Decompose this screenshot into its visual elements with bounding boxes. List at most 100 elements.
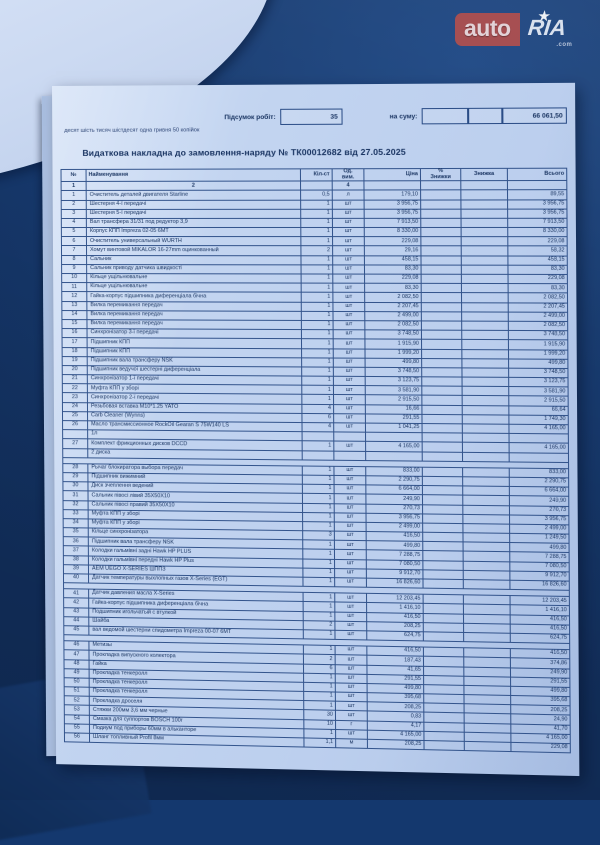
table-row: 5 Корпус КПП Impreza 02-05 6MT 1 шт 8 330,00… — [61, 227, 568, 237]
summary-total-amount: 66 061,50 — [502, 107, 567, 125]
cell-unit: шт — [332, 255, 365, 265]
cell-pct — [421, 330, 462, 340]
cell-unit: шт — [333, 367, 366, 377]
cell-unit: шт — [332, 199, 365, 209]
cell-no: 16 — [61, 328, 88, 339]
cell-unit: шт — [334, 475, 366, 486]
cell-no: 24 — [62, 402, 88, 412]
cell-total: 83,30 — [508, 283, 568, 294]
cell-pct — [421, 348, 462, 359]
cell-unit: шт — [333, 357, 366, 368]
cell-unit: л — [332, 190, 365, 200]
cell-qty: 1 — [301, 385, 334, 395]
cell-no: 10 — [61, 273, 87, 283]
works-summary-count: 35 — [280, 108, 343, 125]
cell-unit: шт — [332, 236, 365, 247]
cell-unit: шт — [334, 568, 367, 579]
cell-pct-continuation — [422, 432, 463, 443]
cell-total: 58,32 — [507, 246, 568, 256]
cell-no: 30 — [62, 481, 89, 492]
cell-price: 4 165,00 — [365, 441, 423, 452]
cell-pct — [420, 227, 462, 237]
col-number-pct — [420, 181, 461, 191]
cell-pct — [421, 358, 462, 368]
cell-name: Кільце ущільнювальне — [86, 273, 302, 284]
cell-no: 35 — [63, 527, 89, 538]
cell-unit: шт — [334, 630, 367, 641]
cell-price: 2 082,50 — [364, 320, 422, 331]
cell-unit: шт — [333, 394, 366, 405]
cell-pct — [421, 320, 462, 331]
works-summary-row: Підсумок робіт: 35 на суму: 66 061,50 — [60, 107, 567, 126]
cell-qty: 1 — [303, 611, 335, 621]
cell-unit: шт — [332, 292, 365, 303]
cell-unit: шт — [334, 484, 366, 495]
watermark-dotcom-text: .com — [555, 41, 572, 48]
cell-total: 1 749,30 — [508, 414, 569, 425]
cell-total: 8 330,00 — [507, 227, 568, 237]
cell-unit-continuation — [333, 432, 366, 442]
cell-unit: шт — [334, 577, 367, 588]
star-icon: ★ — [536, 7, 552, 25]
cell-no: 41 — [63, 588, 89, 599]
cell-pct — [422, 494, 463, 505]
cell-unit: шт — [332, 311, 365, 321]
cell-name: Очиститель деталей двигателя Starline — [86, 190, 301, 200]
cell-unit: шт — [332, 218, 365, 228]
cell-total-continuation — [509, 433, 569, 444]
cell-unit: шт — [332, 227, 365, 237]
cell-qty: 1,1 — [303, 737, 336, 748]
cell-no: 31 — [62, 490, 89, 501]
cell-total: 3 956,75 — [507, 208, 568, 219]
cell-no: 48 — [63, 659, 90, 669]
col-header-unit: Од. вим. — [332, 168, 364, 182]
cell-qty: 1 — [301, 311, 334, 321]
cell-qty: 1 — [302, 512, 335, 522]
cell-pct — [420, 218, 462, 228]
cell-unit: шт — [334, 602, 367, 613]
cell-name: Шестерня 4-ї передачі — [86, 199, 301, 210]
cell-total: 3 748,50 — [508, 330, 568, 341]
cell-name: Сальник — [86, 255, 302, 265]
cell-qty: 1 — [300, 199, 333, 210]
cell-pct — [422, 541, 464, 552]
cell-total-continuation — [509, 452, 569, 463]
cell-no: 32 — [63, 500, 89, 510]
cell-unit: шт — [333, 441, 366, 452]
cell-price: 2 207,45 — [364, 302, 422, 312]
cell-total: 229,08 — [507, 236, 568, 247]
cell-unit: шт — [333, 320, 365, 330]
cell-no: 33 — [63, 509, 89, 519]
cell-no: 43 — [63, 607, 89, 617]
cell-discount — [462, 386, 509, 397]
cell-no: 40 — [63, 573, 89, 584]
cell-price: 2 499,00 — [364, 311, 422, 321]
cell-unit: шт — [332, 274, 365, 284]
cell-discount — [460, 199, 508, 209]
cell-discount — [462, 476, 510, 487]
cell-pct — [422, 466, 463, 477]
cell-qty: 1 — [301, 274, 333, 284]
cell-name: Очиститель универсальный WURTH — [86, 236, 301, 247]
cell-pct — [421, 376, 463, 387]
cell-qty: 1 — [302, 549, 335, 560]
cell-total: 3 123,75 — [508, 377, 569, 388]
cell-no: 18 — [62, 347, 88, 357]
cell-pct — [421, 367, 463, 378]
cell-no: 22 — [62, 383, 88, 394]
table-header-row: № Найменування Кіл-ст Од. вим. Ціна % Зн… — [61, 168, 567, 182]
cell-price: 8 330,00 — [364, 227, 421, 237]
cell-no: 1 — [61, 190, 87, 201]
cell-pct-continuation — [422, 451, 463, 462]
cell-no: 50 — [64, 677, 90, 688]
cell-discount — [462, 442, 510, 453]
cell-unit: шт — [334, 503, 367, 513]
cell-price: 3 748,50 — [364, 329, 422, 340]
cell-unit: шт — [334, 512, 367, 523]
cell-discount — [461, 264, 509, 275]
cell-price: 291,55 — [365, 413, 423, 424]
cell-qty: 1 — [301, 264, 333, 275]
sum-blank-cell-2 — [467, 107, 503, 125]
cell-total: 7 913,50 — [507, 218, 568, 228]
cell-pct — [422, 442, 463, 452]
